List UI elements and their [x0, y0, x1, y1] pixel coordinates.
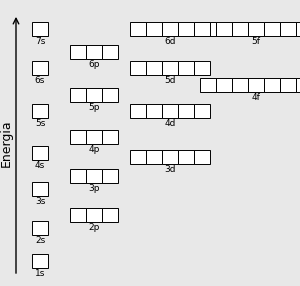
Text: 2s: 2s: [35, 236, 45, 245]
Bar: [232, 78, 248, 92]
Bar: [194, 104, 210, 118]
Bar: [102, 88, 118, 102]
Bar: [130, 22, 146, 36]
Text: 3s: 3s: [35, 197, 45, 206]
Bar: [200, 22, 216, 36]
Text: 4f: 4f: [252, 93, 260, 102]
Bar: [86, 169, 102, 183]
Text: 6s: 6s: [35, 76, 45, 86]
Text: 7s: 7s: [35, 37, 45, 46]
Bar: [200, 78, 216, 92]
Bar: [248, 22, 264, 36]
Bar: [102, 45, 118, 59]
Bar: [216, 78, 232, 92]
Text: 5p: 5p: [88, 103, 100, 112]
Bar: [178, 104, 194, 118]
Text: 3d: 3d: [164, 164, 176, 174]
Text: 5f: 5f: [251, 37, 260, 46]
Bar: [102, 130, 118, 144]
Text: 5s: 5s: [35, 119, 45, 128]
Bar: [32, 182, 48, 196]
Bar: [146, 61, 162, 76]
Bar: [162, 61, 178, 76]
Bar: [178, 61, 194, 76]
Bar: [162, 22, 178, 36]
Text: 4p: 4p: [88, 145, 100, 154]
Text: Energia: Energia: [0, 119, 13, 167]
Text: 3p: 3p: [88, 184, 100, 193]
Bar: [232, 22, 248, 36]
Bar: [280, 78, 296, 92]
Bar: [70, 130, 86, 144]
Bar: [86, 208, 102, 222]
Bar: [162, 104, 178, 118]
Bar: [178, 150, 194, 164]
Bar: [32, 221, 48, 235]
Bar: [32, 146, 48, 160]
Text: 1s: 1s: [35, 269, 45, 278]
Text: 5d: 5d: [164, 76, 176, 86]
Bar: [194, 150, 210, 164]
Text: 6d: 6d: [164, 37, 176, 46]
Bar: [280, 22, 296, 36]
Bar: [178, 22, 194, 36]
Bar: [264, 78, 280, 92]
Text: 4s: 4s: [35, 161, 45, 170]
Bar: [296, 22, 300, 36]
Text: 4d: 4d: [164, 119, 176, 128]
Bar: [146, 22, 162, 36]
Bar: [70, 169, 86, 183]
Bar: [70, 45, 86, 59]
Bar: [194, 61, 210, 76]
Bar: [32, 61, 48, 76]
Bar: [296, 78, 300, 92]
Bar: [32, 22, 48, 36]
Bar: [86, 88, 102, 102]
Bar: [102, 169, 118, 183]
Bar: [86, 130, 102, 144]
Text: 6p: 6p: [88, 60, 100, 69]
Bar: [130, 61, 146, 76]
Bar: [146, 104, 162, 118]
Bar: [130, 150, 146, 164]
Bar: [70, 88, 86, 102]
Bar: [32, 254, 48, 268]
Bar: [146, 150, 162, 164]
Bar: [162, 150, 178, 164]
Bar: [70, 208, 86, 222]
Bar: [248, 78, 264, 92]
Bar: [102, 208, 118, 222]
Bar: [86, 45, 102, 59]
Bar: [130, 104, 146, 118]
Bar: [264, 22, 280, 36]
Bar: [32, 104, 48, 118]
Bar: [194, 22, 210, 36]
Bar: [216, 22, 232, 36]
Text: 2p: 2p: [88, 223, 100, 232]
